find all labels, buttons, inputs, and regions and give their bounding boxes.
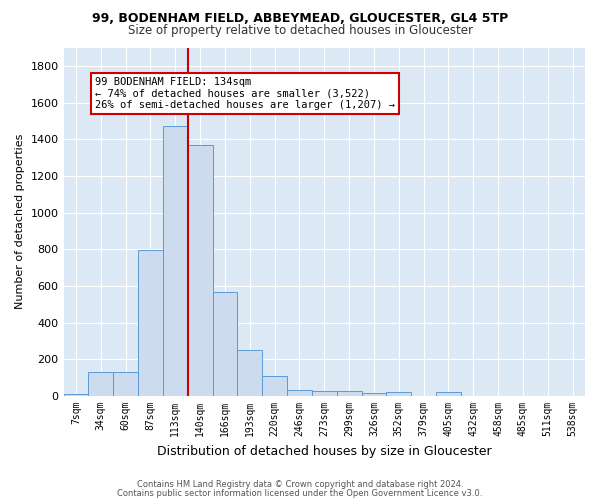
- Y-axis label: Number of detached properties: Number of detached properties: [15, 134, 25, 310]
- Text: Contains HM Land Registry data © Crown copyright and database right 2024.: Contains HM Land Registry data © Crown c…: [137, 480, 463, 489]
- Bar: [262, 376, 287, 396]
- Bar: [337, 390, 362, 396]
- Bar: [64, 394, 88, 396]
- Bar: [113, 372, 138, 396]
- Bar: [188, 144, 212, 396]
- Bar: [436, 392, 461, 396]
- Bar: [238, 350, 262, 396]
- Text: Contains public sector information licensed under the Open Government Licence v3: Contains public sector information licen…: [118, 488, 482, 498]
- Bar: [386, 392, 411, 396]
- X-axis label: Distribution of detached houses by size in Gloucester: Distribution of detached houses by size …: [157, 444, 491, 458]
- Bar: [212, 292, 238, 396]
- Bar: [362, 394, 386, 396]
- Text: 99, BODENHAM FIELD, ABBEYMEAD, GLOUCESTER, GL4 5TP: 99, BODENHAM FIELD, ABBEYMEAD, GLOUCESTE…: [92, 12, 508, 26]
- Text: 99 BODENHAM FIELD: 134sqm
← 74% of detached houses are smaller (3,522)
26% of se: 99 BODENHAM FIELD: 134sqm ← 74% of detac…: [95, 77, 395, 110]
- Bar: [138, 250, 163, 396]
- Text: Size of property relative to detached houses in Gloucester: Size of property relative to detached ho…: [128, 24, 473, 37]
- Bar: [287, 390, 312, 396]
- Bar: [88, 372, 113, 396]
- Bar: [312, 390, 337, 396]
- Bar: [163, 126, 188, 396]
